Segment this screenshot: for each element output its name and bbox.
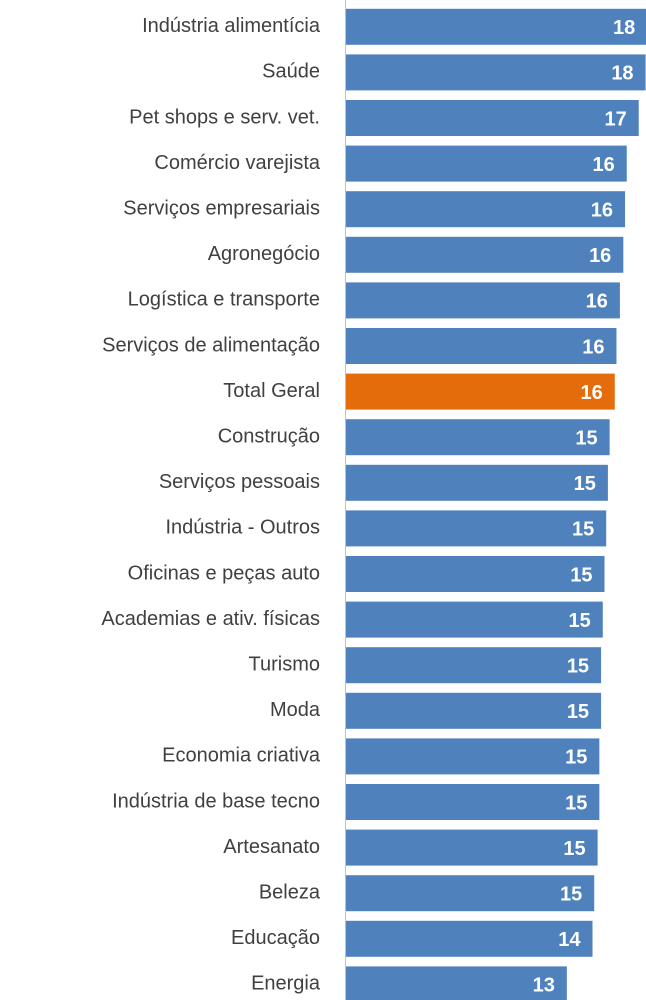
value-label: 18 (611, 63, 633, 85)
category-label: Academias e ativ. físicas (101, 608, 320, 630)
value-label: 15 (575, 427, 597, 449)
category-label: Serviços pessoais (159, 471, 320, 493)
category-label: Serviços de alimentação (102, 334, 320, 356)
bar (346, 966, 567, 1000)
bar (346, 8, 646, 45)
category-label: Indústria de base tecno (112, 790, 320, 812)
value-label: 15 (569, 610, 591, 632)
value-label: 17 (604, 108, 626, 130)
bar (346, 829, 598, 866)
category-label: Agronegócio (208, 243, 320, 265)
bar (346, 419, 610, 456)
value-label: 18 (613, 17, 635, 39)
bar (346, 510, 607, 547)
bar (346, 145, 627, 182)
bar (346, 282, 620, 319)
bar (346, 100, 639, 136)
category-label: Serviços empresariais (123, 197, 320, 219)
bar (346, 464, 608, 501)
value-label: 15 (574, 473, 596, 495)
category-label: Saúde (262, 61, 320, 83)
category-label: Total Geral (223, 380, 320, 402)
category-label: Turismo (249, 653, 320, 675)
category-label: Economia criativa (162, 745, 321, 767)
value-label: 13 (533, 975, 555, 997)
category-label: Moda (270, 699, 321, 721)
category-label: Indústria alimentícia (142, 15, 321, 37)
value-label: 15 (565, 792, 587, 814)
bar (346, 920, 593, 957)
value-label: 15 (565, 747, 587, 769)
value-label: 14 (558, 929, 581, 951)
value-label: 16 (589, 245, 611, 267)
category-label: Educação (231, 927, 320, 949)
bar (346, 784, 600, 820)
category-label: Beleza (259, 881, 321, 903)
value-label: 16 (591, 199, 613, 221)
value-label: 16 (582, 336, 604, 358)
bar (346, 328, 617, 364)
bar (346, 191, 626, 228)
bar (346, 236, 624, 273)
value-label: 16 (581, 382, 603, 404)
bar (346, 54, 646, 91)
category-label: Pet shops e serv. vet. (129, 106, 320, 128)
category-label: Construção (218, 425, 320, 447)
value-label: 15 (560, 883, 582, 905)
value-label: 16 (586, 291, 608, 313)
category-label: Comércio varejista (154, 152, 320, 174)
bar (346, 647, 602, 684)
category-label: Artesanato (223, 836, 320, 858)
bar (346, 373, 615, 410)
value-label: 15 (572, 519, 594, 541)
value-label: 15 (563, 838, 585, 860)
value-label: 15 (570, 564, 592, 586)
category-label: Indústria - Outros (165, 517, 320, 539)
bar (346, 692, 602, 729)
bar (346, 738, 600, 775)
category-label: Oficinas e peças auto (128, 562, 320, 584)
value-label: 16 (592, 154, 614, 176)
category-label: Energia (251, 973, 321, 995)
bar (346, 875, 595, 912)
value-label: 15 (567, 701, 589, 723)
value-label: 15 (567, 655, 589, 677)
bar (346, 601, 603, 638)
category-label: Logística e transporte (128, 289, 320, 311)
bar (346, 556, 605, 592)
